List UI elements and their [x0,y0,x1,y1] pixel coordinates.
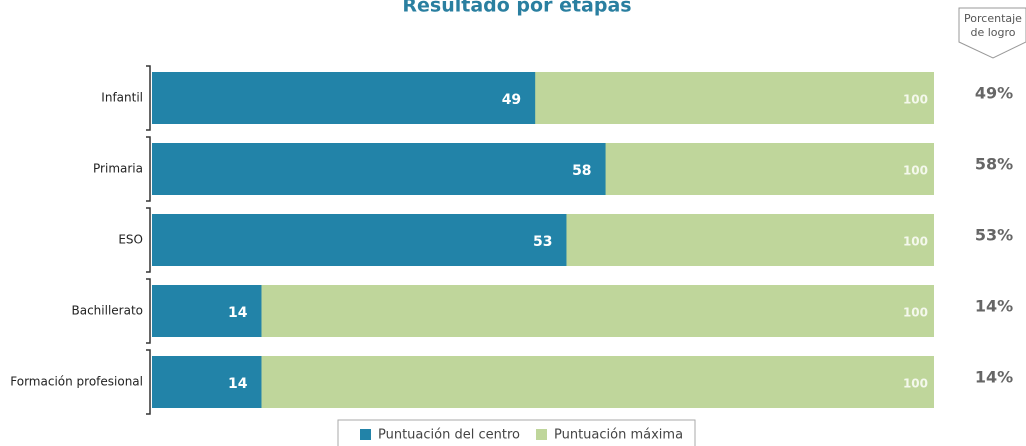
bar [152,214,567,266]
value-label: 100 [903,93,928,107]
value-label: 100 [903,235,928,249]
header-box [958,7,1026,59]
value-label: 14 [228,305,248,321]
legend-label: Puntuación del centro [378,428,520,443]
value-label: 49 [502,92,521,108]
achievement-label: 53% [975,226,1013,245]
category-label: Primaria [93,162,143,176]
legend-swatch [360,429,371,440]
bar [152,285,934,337]
legend-label: Puntuación máxima [554,428,683,443]
bracket [146,136,151,202]
achievement-label: 14% [975,297,1013,316]
category-label: Bachillerato [71,304,143,318]
value-label: 14 [228,376,248,392]
category-label: ESO [118,233,143,247]
bar [152,356,934,408]
category-label: Infantil [101,91,143,105]
value-label: 100 [903,306,928,320]
bar [152,143,606,195]
header-text: de logro [970,26,1015,39]
achievement-label: 58% [975,155,1013,174]
chart-title: Resultado por etapas [402,0,631,17]
value-label: 100 [903,377,928,391]
bracket [146,207,151,273]
bar [152,356,262,408]
legend-box [337,419,696,446]
bar [152,285,262,337]
bar [152,72,536,124]
bracket [146,349,151,415]
header-text: Porcentaje [964,12,1022,25]
bracket [146,278,151,344]
category-label: Formación profesional [10,375,143,389]
value-label: 100 [903,164,928,178]
achievement-label: 14% [975,368,1013,387]
value-label: 53 [533,234,552,250]
bracket [146,65,151,131]
value-label: 58 [572,163,591,179]
legend-swatch [536,429,547,440]
achievement-label: 49% [975,84,1013,103]
